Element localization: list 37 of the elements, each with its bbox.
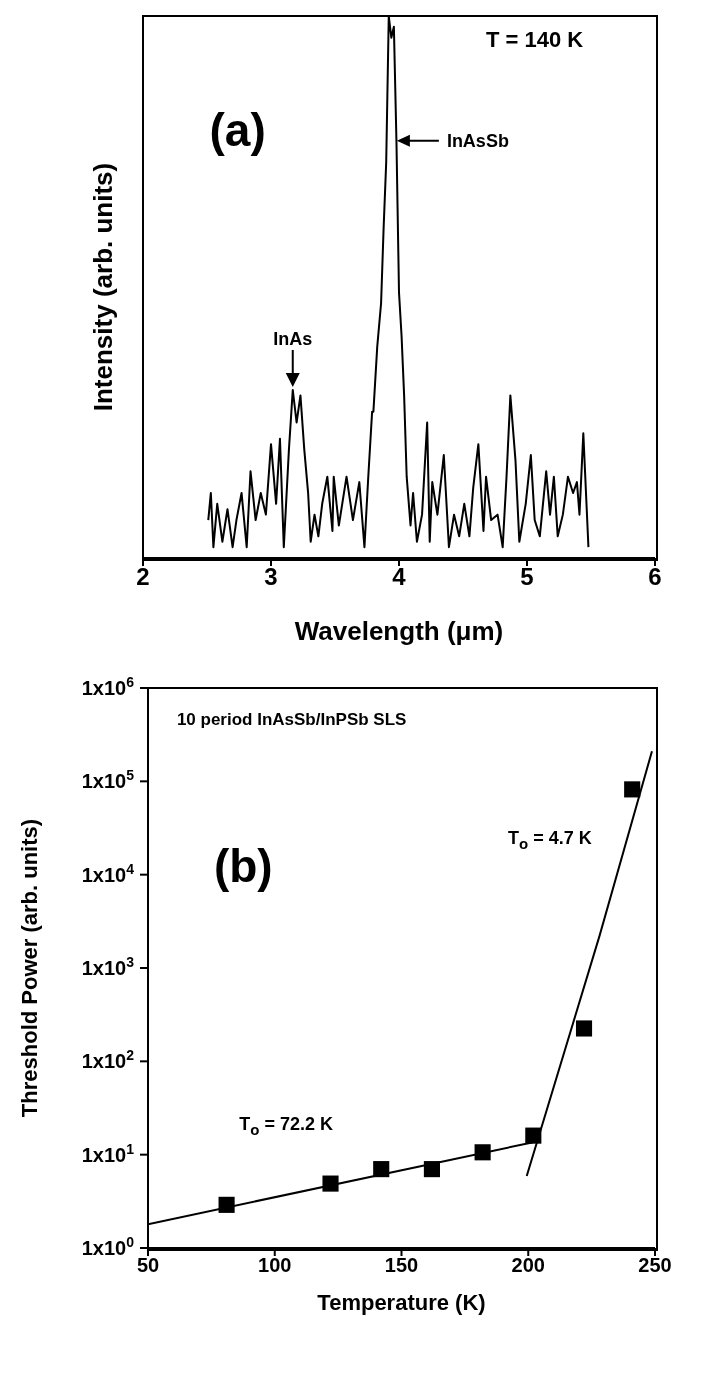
x-tick-label: 50 — [136, 1254, 160, 1277]
point — [525, 1127, 542, 1144]
point — [218, 1196, 235, 1213]
x-tick-label: 150 — [384, 1254, 419, 1277]
annotation: InAs — [273, 328, 313, 349]
x-tick-label: 6 — [648, 563, 662, 591]
point — [373, 1161, 390, 1178]
annotation: (b) — [213, 839, 273, 894]
x-tick-label: 2 — [136, 563, 150, 591]
annotation: T$_{o}$ = 4.7 K — [507, 828, 592, 852]
y-tick-label: 1x10$^{6}$ — [81, 674, 135, 699]
y-tick-label: 1x10$^{2}$ — [81, 1047, 135, 1073]
x-tick-label: 3 — [264, 563, 278, 591]
point — [322, 1175, 339, 1192]
annotation: T$_{o}$ = 72.2 K — [239, 1113, 333, 1138]
x-tick-label: 5 — [520, 563, 534, 591]
x-tick-label: 4 — [392, 563, 407, 591]
y-tick-label: 1x10$^{1}$ — [81, 1140, 135, 1166]
x-axis-title: Wavelength (μm) — [294, 616, 504, 646]
annotation: T = 140 K — [486, 26, 584, 53]
y-axis-title: Intensity (arb. units) — [87, 162, 119, 412]
x-tick-label: 250 — [638, 1254, 672, 1277]
annotation: InAsSb — [446, 130, 509, 151]
x-tick-label: 100 — [258, 1254, 292, 1277]
y-axis-title: Threshold Power (arb. units) — [17, 818, 43, 1118]
point — [474, 1144, 491, 1161]
y-tick-label: 1x10$^{4}$ — [81, 860, 135, 886]
x-axis-title: Temperature (K) — [317, 1290, 486, 1315]
point — [423, 1161, 440, 1178]
y-tick-label: 1x10$^{0}$ — [81, 1234, 135, 1259]
y-tick-label: 1x10$^{3}$ — [81, 954, 135, 979]
y-tick-label: 1x10$^{5}$ — [81, 767, 135, 793]
point — [624, 781, 641, 798]
point — [575, 1020, 593, 1037]
annotation: 10 period InAsSb/InPSb SLS — [176, 710, 407, 731]
x-tick-label: 200 — [511, 1254, 545, 1277]
annotation: (a) — [209, 102, 266, 157]
